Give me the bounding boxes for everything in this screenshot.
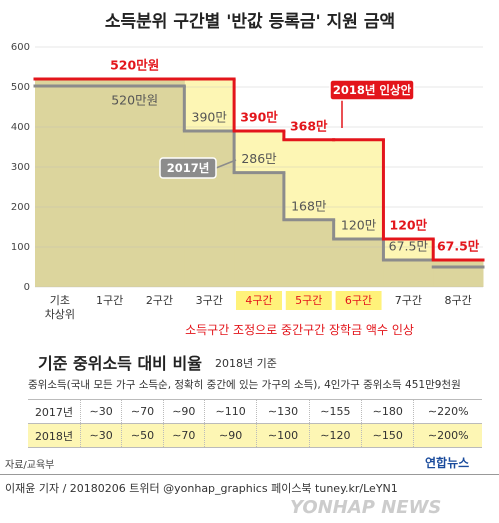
x-tick-label: 4구간: [245, 294, 273, 307]
value-label: 120만: [390, 218, 428, 233]
x-tick-label: 5구간: [295, 294, 323, 307]
table-cell: ∼70: [162, 423, 205, 448]
table-cell: ∼150: [361, 423, 414, 448]
chart-title: 소득분위 구간별 '반값 등록금' 지원 금액: [105, 12, 395, 32]
table-cell: ∼100: [256, 423, 310, 448]
area-segment: [35, 79, 86, 287]
y-tick-label: 0: [24, 282, 30, 293]
table-cell: ∼155: [308, 399, 362, 424]
table-cell: ∼110: [203, 399, 257, 424]
area-segment: [134, 79, 185, 287]
table-cell: ∼200%: [413, 423, 482, 448]
value-label: 168만: [291, 198, 327, 213]
category-highlight: [335, 291, 382, 310]
y-tick-label: 200: [11, 202, 30, 213]
table-cell: ∼130: [256, 399, 310, 424]
value-label: 286만: [241, 151, 277, 166]
x-tick-label: 3구간: [195, 294, 223, 307]
x-tick-label: 8구간: [444, 294, 472, 307]
credit: 이재윤 기자 / 20180206 트위터 @yonhap_graphics 페…: [5, 482, 398, 495]
table-cell: ∼120: [308, 423, 362, 448]
value-label: 520만원: [111, 93, 158, 108]
tag-pointer: [215, 159, 237, 169]
table-cell: ∼50: [121, 423, 164, 448]
x-tick-label: 6구간: [344, 294, 373, 307]
area-segment: [433, 260, 484, 287]
series-tag-label: 2017년: [167, 161, 210, 175]
x-tick-label: 1구간: [96, 294, 124, 307]
source: 자료/교육부: [5, 460, 55, 471]
category-highlight: [236, 291, 282, 310]
table-cell: ∼70: [121, 399, 164, 424]
area-segment: [383, 260, 434, 287]
table-cell: ∼90: [162, 399, 205, 424]
table-row: 2017년 ∼30 ∼70 ∼90 ∼110 ∼130 ∼155 ∼180 ∼220%: [28, 399, 482, 424]
value-label: 67.5만: [437, 239, 480, 254]
y-tick-label: 400: [11, 122, 30, 133]
series-tag: [159, 157, 217, 179]
table-row: 2018년 ∼30 ∼50 ∼70 ∼90 ∼100 ∼120 ∼150 ∼200%: [28, 423, 482, 448]
table-note: 중위소득(국내 모든 가구 소득순, 정확히 중간에 있는 가구의 소득), 4…: [28, 379, 461, 391]
table-cell: ∼30: [79, 399, 122, 424]
series-tag-label: 2018년 인상안: [333, 83, 412, 97]
table-cell: 2018년: [28, 423, 81, 448]
area-segment: [333, 239, 384, 287]
table-cell: ∼90: [203, 423, 257, 448]
y-tick-label: 500: [11, 82, 30, 93]
table-subtitle: 2018년 기준: [215, 357, 277, 370]
x-tick-label: 7구간: [394, 294, 422, 307]
y-tick-label: 100: [11, 242, 30, 253]
value-label: 120만: [341, 218, 377, 233]
area-segment: [84, 79, 136, 287]
area-segment: [184, 131, 235, 287]
value-label: 390만: [192, 110, 228, 125]
table-cell: ∼220%: [413, 399, 482, 424]
table-title: 기준 중위소득 대비 비율: [38, 354, 202, 373]
value-label: 390만: [240, 110, 278, 125]
value-label: 368만: [290, 118, 328, 133]
divider: [0, 474, 499, 475]
value-label: 67.5만: [389, 239, 429, 254]
y-tick-label: 300: [11, 162, 30, 173]
table-cell: ∼30: [79, 423, 122, 448]
y-tick-label: 600: [11, 42, 30, 53]
category-highlight: [285, 291, 332, 310]
x-tick-label: 기초 차상위: [44, 294, 76, 321]
area-segment: [283, 219, 335, 287]
watermark: YONHAP NEWS: [290, 497, 442, 518]
table-cell: ∼180: [361, 399, 414, 424]
value-label: 520만원: [110, 58, 159, 73]
x-tick-label: 2구간: [145, 294, 174, 307]
annotation: 소득구간 조정으로 중간구간 장학금 액수 인상: [185, 323, 414, 337]
area-segment: [234, 172, 285, 287]
series-tag: [329, 79, 415, 101]
ratio-table: 2017년 ∼30 ∼70 ∼90 ∼110 ∼130 ∼155 ∼180 ∼220% 2018년…: [28, 399, 482, 448]
table-cell: 2017년: [28, 399, 81, 424]
logo: 연합뉴스: [425, 456, 470, 470]
